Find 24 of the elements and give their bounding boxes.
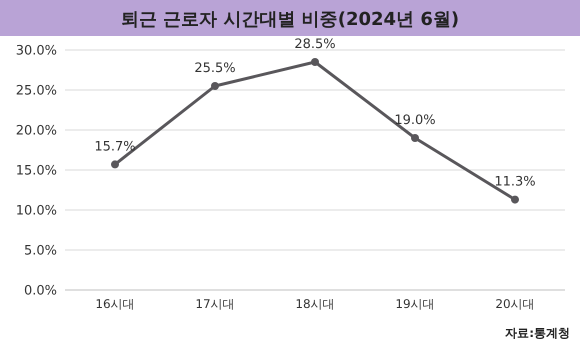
- x-tick-label: 19시대: [395, 297, 435, 311]
- data-label: 19.0%: [394, 113, 436, 128]
- point: [511, 196, 519, 204]
- x-tick-label: 18시대: [295, 297, 335, 311]
- data-label: 28.5%: [294, 37, 336, 52]
- data-label: 15.7%: [94, 139, 136, 154]
- point: [411, 134, 419, 142]
- y-tick-label: 20.0%: [16, 124, 57, 138]
- y-tick-label: 5.0%: [24, 244, 57, 258]
- data-label: 25.5%: [194, 61, 236, 76]
- y-tick-label: 30.0%: [16, 44, 57, 58]
- chart-title: 퇴근 근로자 시간대별 비중(2024년 6월): [120, 9, 460, 30]
- y-tick-label: 10.0%: [16, 204, 57, 218]
- point: [111, 160, 119, 168]
- x-tick-label: 17시대: [195, 297, 235, 311]
- point: [211, 82, 219, 90]
- data-label: 11.3%: [494, 174, 536, 190]
- y-tick-label: 15.0%: [16, 164, 57, 178]
- x-tick-label: 20시대: [495, 297, 535, 311]
- y-tick-label: 25.0%: [16, 84, 57, 98]
- text: 자료:통계청: [505, 326, 570, 340]
- point: [311, 58, 319, 66]
- x-tick-label: 16시대: [95, 297, 135, 311]
- y-tick-label: 0.0%: [24, 284, 57, 298]
